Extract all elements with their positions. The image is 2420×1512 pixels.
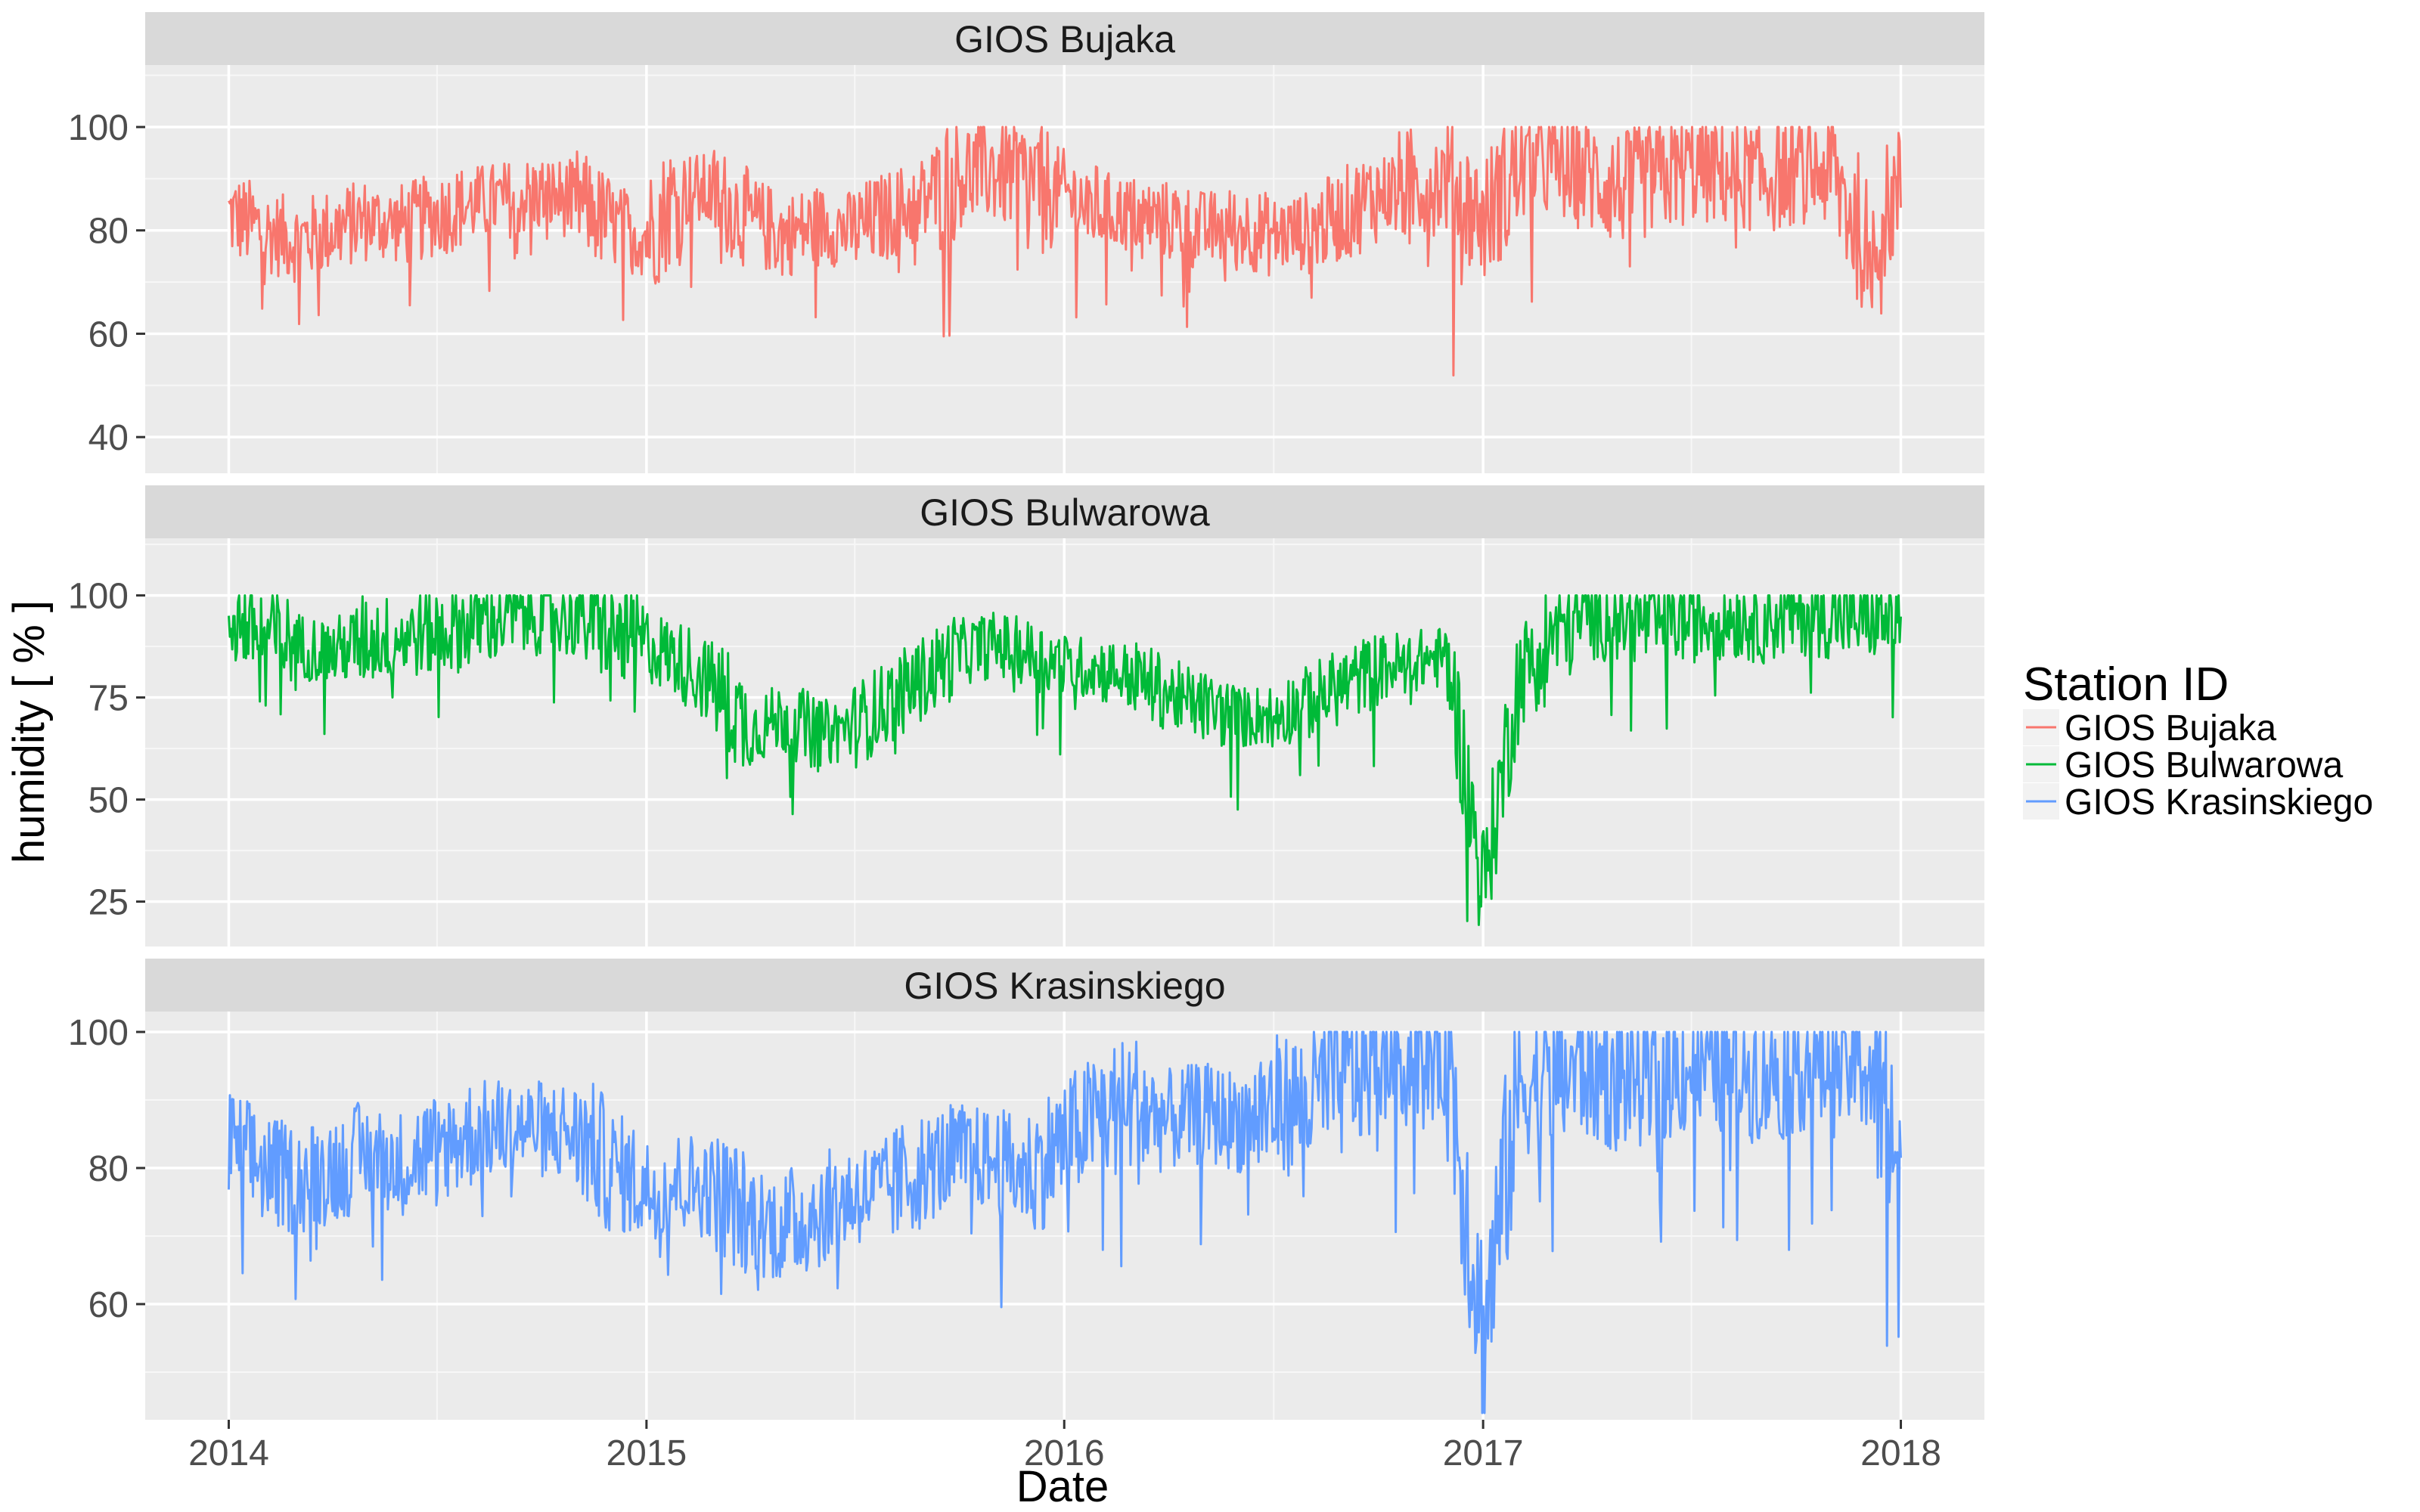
- facet-strip: [145, 12, 1984, 65]
- y-tick-label: 75: [88, 679, 129, 719]
- legend-entry: GIOS Bulwarowa: [2023, 745, 2343, 785]
- x-axis: 2014 2015 2016 2017 2018: [188, 1420, 1941, 1473]
- facet-strip-label: GIOS Bujaka: [954, 18, 1175, 60]
- y-tick-label: 60: [88, 314, 129, 355]
- legend-entry: GIOS Bujaka: [2023, 708, 2276, 748]
- facet-panel: GIOS Bulwarowa 25 50 75 100: [68, 485, 1984, 947]
- x-tick-label: 2018: [1860, 1433, 1941, 1473]
- x-tick-label: 2017: [1443, 1433, 1524, 1473]
- legend-label: GIOS Bujaka: [2065, 708, 2276, 748]
- facet-strip: [145, 959, 1984, 1012]
- y-tick-label: 100: [68, 108, 129, 148]
- x-tick-label: 2016: [1024, 1433, 1105, 1473]
- y-tick-label: 50: [88, 781, 129, 821]
- facet-panel: GIOS Bujaka 40 60 80 100: [68, 12, 1984, 473]
- legend-entry: GIOS Krasinskiego: [2023, 782, 2373, 823]
- legend-label: GIOS Krasinskiego: [2065, 782, 2373, 823]
- series-line: [228, 594, 1902, 926]
- y-tick-label: 60: [88, 1285, 129, 1325]
- facet-strip: [145, 485, 1984, 538]
- y-tick-label: 80: [88, 212, 129, 252]
- series-line: [228, 125, 1902, 376]
- facet-panels: GIOS Bujaka 40 60 80 100 GIOS Bulwarowa 25 50 75…: [68, 12, 1984, 1420]
- legend-title: Station ID: [2023, 658, 2229, 711]
- x-tick-label: 2015: [606, 1433, 687, 1473]
- y-axis-title: humidity [ % ]: [5, 600, 54, 863]
- facet-panel: GIOS Krasinskiego 60 80 100: [68, 959, 1984, 1420]
- legend-label: GIOS Bulwarowa: [2065, 745, 2343, 785]
- facet-strip-label: GIOS Krasinskiego: [904, 965, 1225, 1007]
- facet-strip-label: GIOS Bulwarowa: [920, 491, 1210, 534]
- x-tick-label: 2014: [188, 1433, 269, 1473]
- y-tick-label: 80: [88, 1149, 129, 1189]
- x-axis-title: Date: [1016, 1462, 1109, 1511]
- y-tick-label: 25: [88, 883, 129, 923]
- y-tick-label: 40: [88, 418, 129, 458]
- y-tick-label: 100: [68, 1013, 129, 1053]
- series-line: [228, 1030, 1902, 1414]
- y-tick-label: 100: [68, 577, 129, 617]
